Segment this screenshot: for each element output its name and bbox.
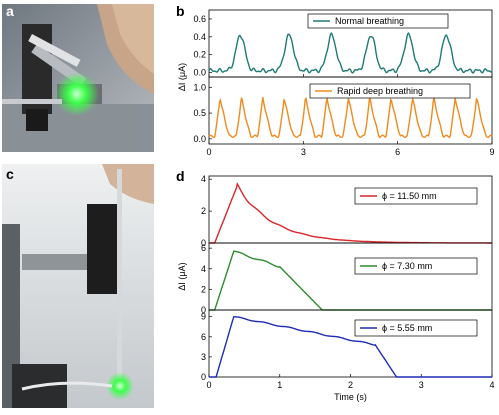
- y-tick-label: 6: [201, 332, 206, 342]
- plot-frame: [208, 76, 493, 145]
- y-tick-label: 0.0: [193, 68, 206, 78]
- series-line: [208, 96, 493, 139]
- photo-c-illustration: [2, 164, 154, 408]
- y-tick-label: 0.2: [193, 50, 206, 60]
- y-tick-label: 0.6: [193, 14, 206, 24]
- y-tick-label: 2: [201, 284, 206, 294]
- y-tick-label: 4: [201, 174, 206, 184]
- photo-panel-c: [2, 164, 154, 408]
- legend-label: Normal breathing: [335, 16, 404, 26]
- chart-d-3: 0 3 6 9 0 1 2 3 4 ϕ = 5.55 mm Time (s): [201, 309, 495, 402]
- y-tick-label: 3: [201, 352, 206, 362]
- x-tick-label: 0: [206, 147, 211, 157]
- y-tick-label: 0.5: [193, 108, 206, 118]
- legend-label: Rapid deep breathing: [337, 86, 423, 96]
- y-axis-label: ΔI (μA): [177, 262, 187, 290]
- y-tick-label: 2: [201, 206, 206, 216]
- x-tick-label: 4: [489, 380, 494, 390]
- x-tick-label: 3: [419, 380, 424, 390]
- photo-a-illustration: [2, 4, 154, 152]
- y-tick-label: 6: [201, 243, 206, 253]
- panel-label-b: b: [176, 3, 185, 19]
- plot-frame: [208, 175, 493, 244]
- panel-label-c: c: [6, 166, 14, 182]
- legend-box: [309, 83, 471, 99]
- chart-d-1: 0 2 4 ϕ = 11.50 mm: [201, 174, 493, 248]
- x-tick-label: 6: [395, 147, 400, 157]
- y-tick-label: 4: [201, 264, 206, 274]
- x-tick-label: 1: [277, 380, 282, 390]
- x-axis-label: Time (s): [334, 392, 367, 402]
- plot-group: 0.0 0.2 0.4 0.6 Normal breathing 0.0 0.5 1.0 0 3 6…: [177, 9, 495, 402]
- legend-box: [354, 187, 478, 205]
- legend-label: ϕ = 11.50 mm: [382, 191, 437, 201]
- x-tick-label: 3: [301, 147, 306, 157]
- chart-b-top: 0.0 0.2 0.4 0.6 Normal breathing: [193, 9, 493, 78]
- panel-label-a: a: [6, 3, 14, 19]
- y-tick-label: 0.4: [193, 32, 206, 42]
- x-tick-label: 0: [206, 380, 211, 390]
- chart-b-bottom: 0.0 0.5 1.0 0 3 6 9 Rapid deep breathing ΔI (μA): [177, 63, 495, 157]
- y-tick-label: 1.0: [193, 82, 206, 92]
- y-tick-label: 0: [201, 305, 206, 315]
- y-tick-label: 9: [201, 312, 206, 322]
- y-tick-label: 0: [201, 372, 206, 382]
- legend-box: [307, 13, 449, 29]
- chart-d-2: 0 2 4 6 ϕ = 7.30 mm ΔI (μA): [177, 242, 493, 315]
- series-line: [208, 32, 493, 74]
- series-line: [209, 316, 492, 378]
- y-axis-label: ΔI (μA): [177, 63, 187, 91]
- plot-frame: [208, 242, 493, 311]
- legend-box: [354, 319, 478, 337]
- legend-label: ϕ = 7.30 mm: [382, 261, 432, 271]
- y-tick-label: 0.0: [193, 134, 206, 144]
- x-tick-label: 9: [489, 147, 494, 157]
- photo-panel-a: [2, 4, 154, 152]
- y-tick-label: 0: [201, 238, 206, 248]
- x-tick-label: 2: [348, 380, 353, 390]
- legend-box: [354, 257, 478, 275]
- legend-label: ϕ = 5.55 mm: [382, 323, 432, 333]
- panel-label-d: d: [176, 168, 185, 184]
